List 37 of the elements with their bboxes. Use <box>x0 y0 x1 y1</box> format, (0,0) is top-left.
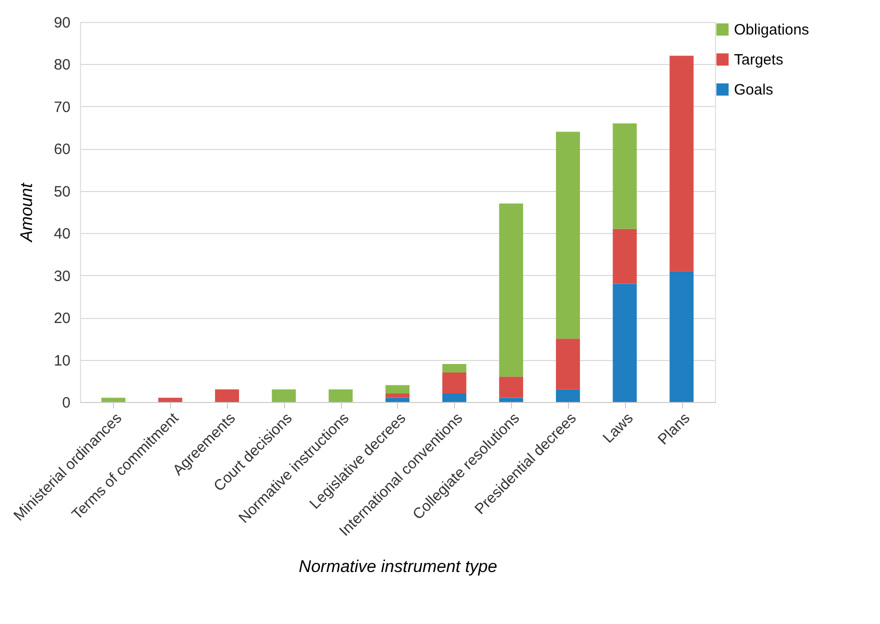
bar <box>272 389 296 402</box>
bar <box>101 398 126 402</box>
y-tick-label: 90 <box>54 14 70 32</box>
bar <box>442 364 466 372</box>
bar <box>612 123 637 229</box>
bar <box>612 284 637 402</box>
bar <box>499 376 524 398</box>
bar <box>670 271 694 402</box>
y-tick-label: 30 <box>54 268 70 285</box>
legend-label: Goals <box>734 82 774 98</box>
y-tick-label: 20 <box>54 310 70 328</box>
bar <box>556 389 580 402</box>
x-axis-title: Normative instrument type <box>298 557 498 576</box>
bar <box>328 389 353 402</box>
bar <box>612 228 637 284</box>
bar <box>158 398 182 402</box>
legend-label: Obligations <box>734 22 810 38</box>
y-tick-label: 10 <box>54 352 70 370</box>
y-tick-label: 70 <box>54 98 70 116</box>
bar <box>386 394 410 398</box>
y-axis-title: Amount <box>16 182 36 243</box>
bar <box>556 132 580 339</box>
bar <box>442 372 466 394</box>
bar <box>556 338 580 390</box>
y-tick-label: 60 <box>54 141 70 158</box>
y-tick-label: 80 <box>54 56 70 74</box>
y-tick-label: 50 <box>54 183 70 200</box>
bar <box>670 56 694 272</box>
y-tick-label: 0 <box>62 394 70 412</box>
bar <box>499 398 524 402</box>
bar <box>215 389 240 402</box>
legend-label: Targets <box>734 52 784 68</box>
y-tick-label: 40 <box>54 226 70 243</box>
bar <box>386 398 410 402</box>
bar <box>386 385 410 394</box>
bar <box>499 204 524 377</box>
bar <box>442 394 466 402</box>
